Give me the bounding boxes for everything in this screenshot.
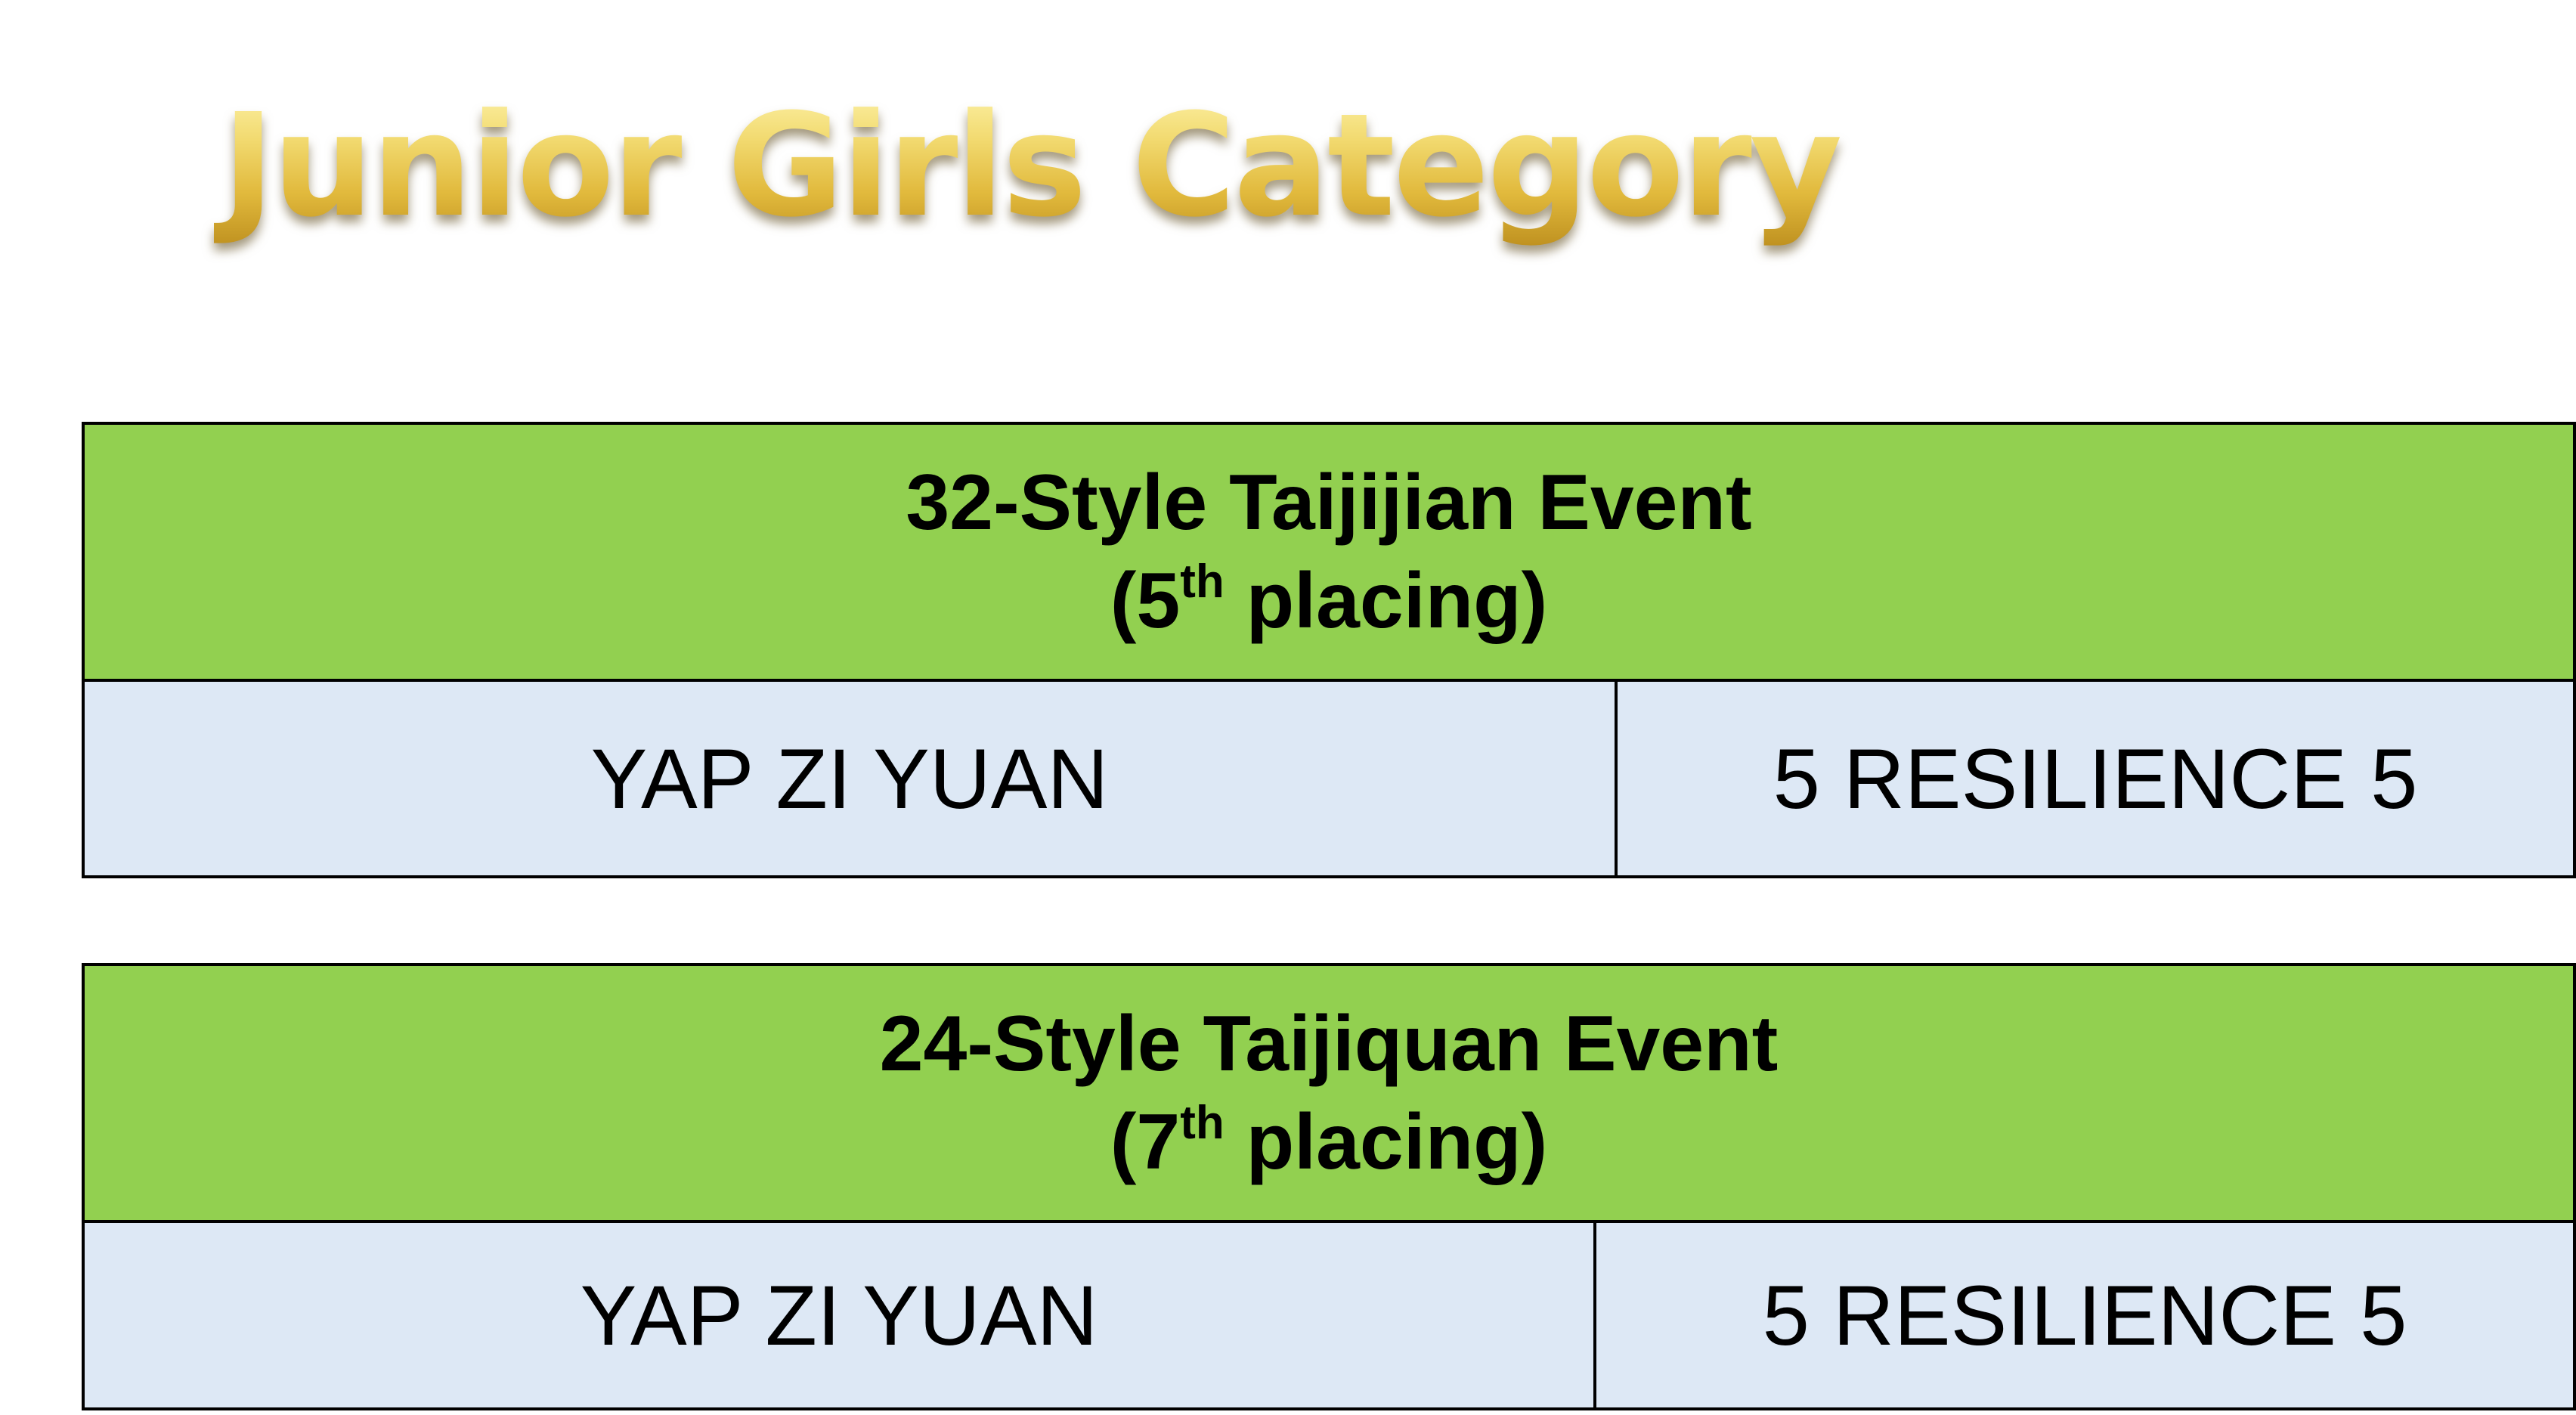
event-placing: (5th placing) <box>1110 552 1548 650</box>
placing-label: placing) <box>1224 1098 1548 1186</box>
placing-suffix: th <box>1180 1097 1225 1149</box>
student-name-cell: YAP ZI YUAN <box>85 682 1618 875</box>
event-table-24-style-taijiquan: 24-Style Taijiquan Event (7th placing) Y… <box>82 963 2576 1410</box>
placing-number: (5 <box>1110 557 1181 645</box>
placing-number: (7 <box>1110 1098 1181 1186</box>
placing-suffix: th <box>1180 556 1225 608</box>
student-class-cell: 5 RESILIENCE 5 <box>1773 731 2418 826</box>
event-table-32-style-taijijian: 32-Style Taijijian Event (5th placing) Y… <box>82 422 2576 878</box>
event-name: 32-Style Taijijian Event <box>906 459 1752 546</box>
page-title: Junior Girls Category <box>0 76 2576 257</box>
student-class-cell: 5 RESILIENCE 5 <box>1762 1268 2407 1363</box>
student-name-cell: YAP ZI YUAN <box>85 1223 1596 1407</box>
event-name: 24-Style Taijiquan Event <box>879 1000 1779 1088</box>
event-header: 24-Style Taijiquan Event (7th placing) <box>85 966 2573 1223</box>
table-row: YAP ZI YUAN 5 RESILIENCE 5 <box>85 1223 2573 1407</box>
table-row: YAP ZI YUAN 5 RESILIENCE 5 <box>85 682 2573 875</box>
event-header: 32-Style Taijijian Event (5th placing) <box>85 425 2573 682</box>
event-placing: (7th placing) <box>1110 1093 1548 1191</box>
placing-label: placing) <box>1224 557 1548 645</box>
